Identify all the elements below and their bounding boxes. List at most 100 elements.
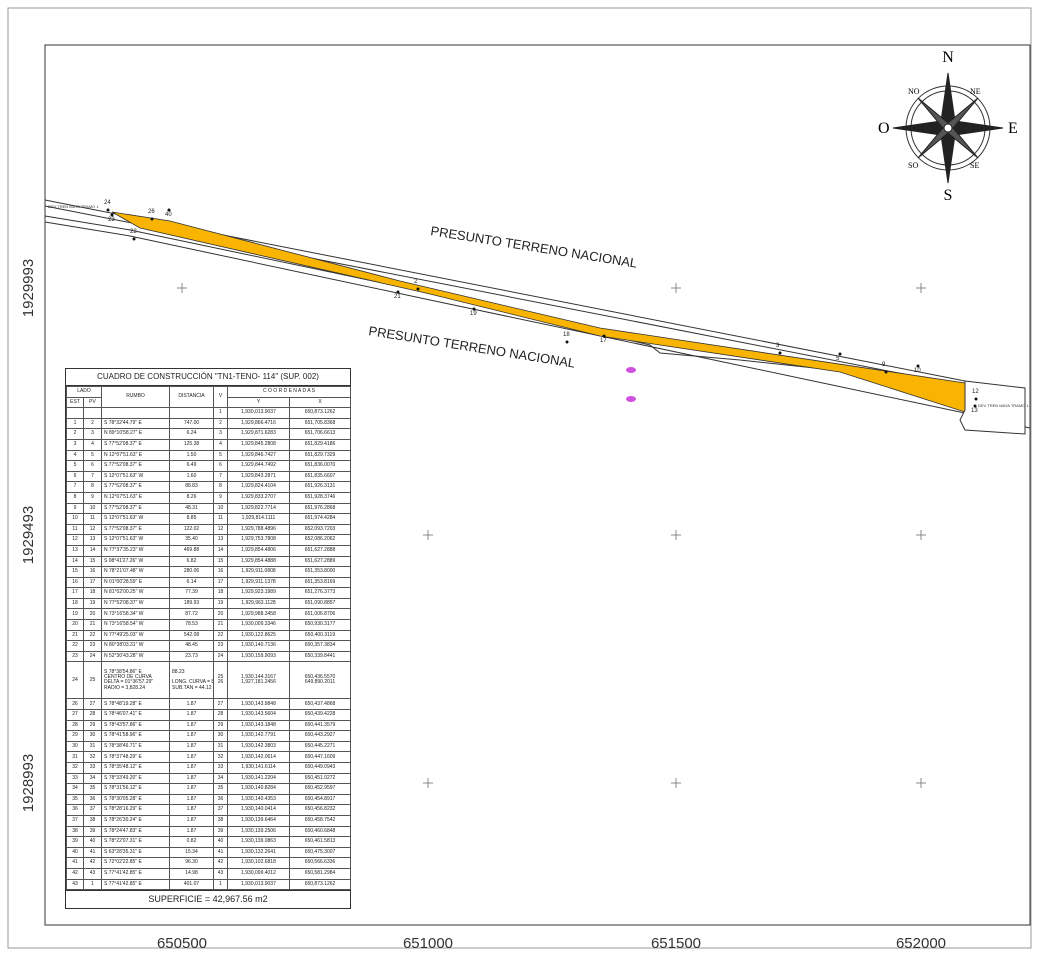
grid-cross [916, 778, 926, 788]
table-cell: 13 [66, 544, 84, 557]
table-cell: 12 [213, 523, 228, 536]
compass-o: O [878, 120, 890, 137]
cell-line: 88.23 [172, 668, 185, 675]
table-cell: 1,930,140.8284 [227, 783, 290, 795]
table-cell: 280.06 [169, 566, 214, 578]
table-cell: 42 [213, 857, 228, 869]
table-cell: 31 [83, 740, 102, 753]
table-cell: 6 [213, 460, 228, 472]
vertex [602, 334, 606, 338]
table-cell: 650,443.2927 [289, 730, 351, 742]
compass-n: N [942, 49, 954, 66]
table-cell: 19 [83, 597, 102, 610]
table-cell: 34 [83, 772, 102, 785]
table-cell: 42 [66, 867, 84, 880]
grid-cross [423, 530, 433, 540]
table-cell: 17 [213, 576, 228, 589]
th: C O O R D E N A D A S [227, 386, 351, 398]
table-cell: 38 [213, 814, 228, 827]
table-cell: 1,930,141.2204 [227, 772, 290, 785]
table-cell: 22 [83, 629, 102, 642]
table-cell: 25 [83, 661, 102, 700]
table-cell: S 78°35'48.12" E [101, 762, 170, 774]
table-cell: 43 [213, 867, 228, 880]
table-cell: 1 [213, 407, 228, 419]
table-cell: 10 [66, 513, 84, 525]
table-cell: 1,930,140.4353 [227, 793, 290, 806]
vertex-label: 10 [914, 368, 921, 374]
compass-se: SE [970, 161, 979, 170]
table-row: 30 31 S 78°38'46.71" E 1.87 31 1,930,142.3803… [66, 740, 351, 753]
table-cell: 7 [83, 470, 102, 483]
table-cell: 651,276.3773 [289, 587, 351, 599]
table-cell: 650,461.5813 [289, 836, 351, 848]
table-cell: 20 [83, 608, 102, 621]
vertex-label: 23 [108, 217, 115, 223]
table-cell: 14 [83, 544, 102, 557]
end-block [959, 380, 1026, 435]
table-cell: 20 [66, 619, 84, 631]
table-cell: 24 [83, 650, 102, 663]
table-cell: 22 [66, 640, 84, 652]
cell-line: SUB.TAN = 44.12 [172, 684, 212, 691]
table-cell: 1.87 [169, 762, 214, 774]
construction-table: CUADRO DE CONSTRUCCIÓN "TN1-TENO- 114" (… [65, 368, 351, 910]
table-cell: 18 [83, 587, 102, 599]
table-cell: 650,339.8441 [289, 650, 351, 663]
table-row: 20 21 N 73°16'58.54" W 78.53 21 1,930,009.334… [66, 619, 351, 631]
table-cell: 41 [66, 857, 84, 869]
table-row: 14 15 S 08°41'27.26" W 6.82 15 1,929,854.4888… [66, 555, 351, 568]
table-cell: 21 [83, 619, 102, 631]
table-cell: 1.87 [169, 793, 214, 806]
th: X [289, 396, 351, 409]
table-cell: N 01°00'28.59" E [101, 576, 170, 589]
table: LADO RUMBO DISTANCIA V C O O R D E N A D A S… [66, 385, 351, 891]
vertex [396, 290, 400, 294]
table-row: 19 20 N 73°16'58.34" W 87.72 20 1,929,988.345… [66, 608, 351, 621]
table-cell: 651,829.4186 [289, 438, 351, 451]
table-cell: 652,086.2062 [289, 534, 351, 546]
table-cell: 650,449.0943 [289, 762, 351, 774]
table-cell: 77.39 [169, 587, 214, 599]
vertex [838, 352, 842, 356]
table-cell: 14 [66, 555, 84, 568]
table-cell: 16 [213, 566, 228, 578]
table-cell: 650,566.6336 [289, 857, 351, 869]
table-cell: 1,930,139.6464 [227, 814, 290, 827]
vertex-label: 24 [104, 200, 111, 206]
table-row: 12 13 S 12°07'51.63" W 35.40 13 1,929,753.780… [66, 534, 351, 546]
table-cell: 1,929,911.0808 [227, 566, 290, 578]
table-cell: 1.50 [169, 449, 214, 462]
table-cell: 1,930,143.5604 [227, 709, 290, 721]
table-cell: 1,930,140.0414 [227, 804, 290, 816]
table-cell: S 78°48'19.28" E [101, 698, 170, 711]
table-cell: 1,929,923.1989 [227, 587, 290, 599]
table-cell: N 77°37'35.23" W [101, 544, 170, 557]
table-cell: 6 [83, 460, 102, 472]
table-cell: 650,436.5570 649,890.2011 [289, 661, 351, 700]
table-cell: 5 [213, 449, 228, 462]
table-row: 26 27 S 78°48'19.28" E 1.87 27 1,930,143.9848… [66, 698, 351, 711]
table-cell: 650,447.1609 [289, 751, 351, 763]
table-cell: 1.87 [169, 719, 214, 732]
table-cell: 650,451.0272 [289, 772, 351, 785]
table-cell: 78.53 [169, 619, 214, 631]
table-cell: 1.87 [169, 698, 214, 711]
table-cell: S 12°07'51.63" W [101, 470, 170, 483]
table-cell: 32 [66, 762, 84, 774]
table-cell: 1,929,854.4888 [227, 555, 290, 568]
table-cell: 15 [66, 566, 84, 578]
table-cell: 13 [83, 534, 102, 546]
table-cell: 15.34 [169, 846, 214, 859]
table-cell: 0.82 [169, 836, 214, 848]
table-cell: 43 [66, 878, 84, 891]
vertex-label: 22 [130, 229, 137, 235]
table-row: 11 12 S 77°52'08.37" E 122.02 12 1,929,788.48… [66, 523, 351, 536]
marker [626, 367, 636, 373]
cell-line: 1,927,181.2456 [241, 679, 276, 686]
table-cell: 39 [83, 825, 102, 838]
table-row: 35 36 S 78°30'05.28" E 1.87 36 1,930,140.4353… [66, 793, 351, 806]
table-cell: 2 [83, 417, 102, 430]
table-cell: 1.87 [169, 740, 214, 753]
